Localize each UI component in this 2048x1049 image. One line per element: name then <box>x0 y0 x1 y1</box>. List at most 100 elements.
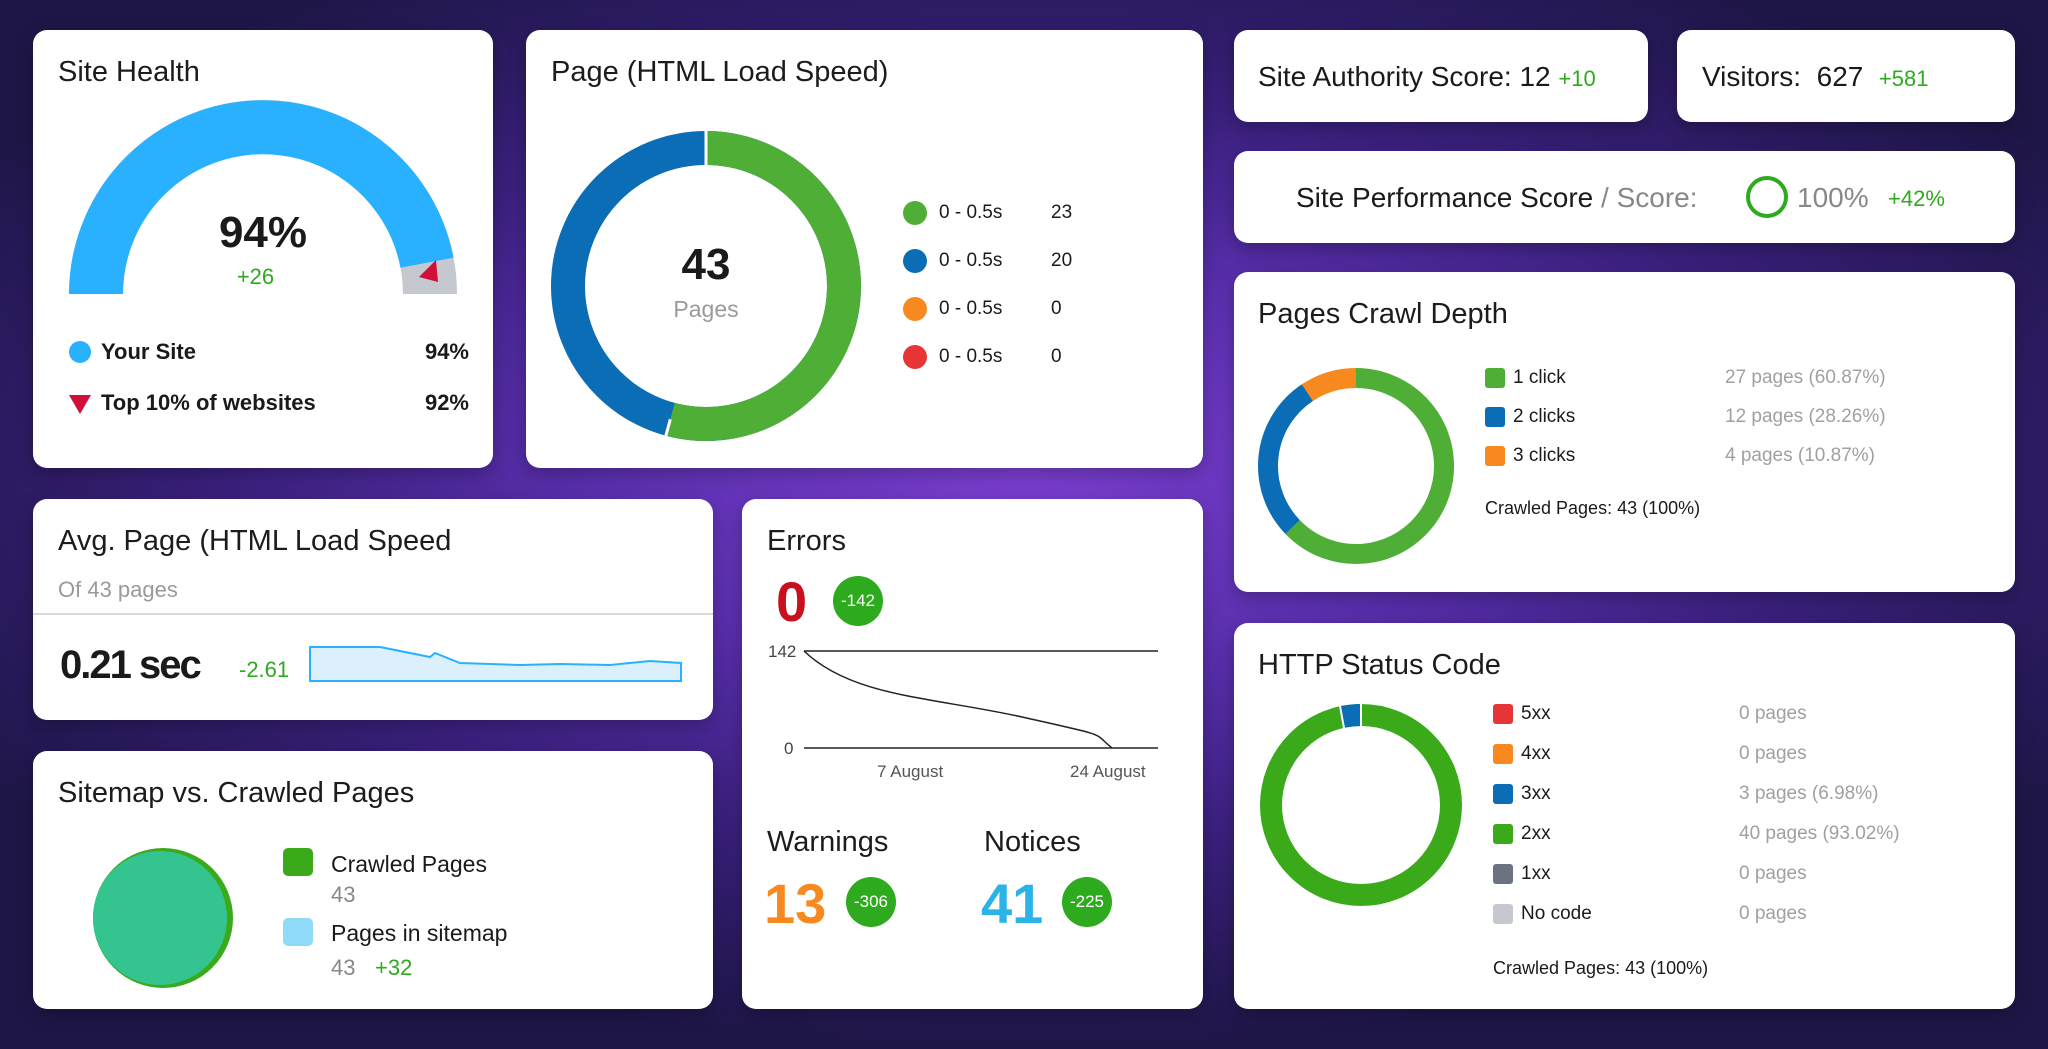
errors-y-top: 142 <box>768 642 797 661</box>
performance-change: +42% <box>1888 186 1945 211</box>
errors-x-2: 24 August <box>1070 762 1146 781</box>
performance-card: Site Performance Score / Score: 100% +42… <box>1234 151 2015 243</box>
performance-value: 100% <box>1797 182 1869 213</box>
legend-swatch <box>1493 904 1513 924</box>
performance-sep: / <box>1601 182 1609 213</box>
crawl-depth-donut <box>1258 368 1454 564</box>
visitors-change: +581 <box>1878 66 1929 91</box>
legend-value: 4 pages (10.87%) <box>1725 445 1875 466</box>
avg-load-card: Avg. Page (HTML Load Speed Of 43 pages 0… <box>33 499 713 720</box>
authority-label-text: Site Authority Score: <box>1258 61 1512 92</box>
gauge-fill <box>69 100 454 295</box>
warnings-value: 13 <box>764 872 827 935</box>
page-load-donut <box>551 131 861 453</box>
page-load-legend-item: 0 - 0.5s 23 <box>903 200 1103 226</box>
legend-label: 0 - 0.5s <box>939 202 1003 223</box>
legend-label: 4xx <box>1521 743 1551 764</box>
http-status-legend-item: 3xx 3 pages (6.98%) <box>1493 783 1953 807</box>
legend-value: 0 <box>1051 346 1062 367</box>
legend-swatch <box>1485 368 1505 388</box>
page-load-count-label: Pages <box>673 296 739 322</box>
donut-segment <box>1301 368 1357 402</box>
blue-dot-icon <box>69 341 91 363</box>
page-load-card: Page (HTML Load Speed) 43 Pages 0 - 0.5s… <box>526 30 1203 468</box>
legend-value: 0 pages <box>1739 863 1807 884</box>
page-load-title: Page (HTML Load Speed) <box>551 56 889 88</box>
sitemap-title: Sitemap vs. Crawled Pages <box>58 777 415 809</box>
crawl-depth-legend-item: 3 clicks 4 pages (10.87%) <box>1485 445 1945 469</box>
top-10-value: 92% <box>424 390 469 415</box>
legend-dot-icon <box>903 249 927 273</box>
crawl-depth-legend-item: 1 click 27 pages (60.87%) <box>1485 367 1945 391</box>
warnings-badge: -306 <box>846 877 896 927</box>
sitemap-extra: +32 <box>375 955 413 980</box>
legend-value: 20 <box>1051 250 1073 271</box>
notices-badge: -225 <box>1062 877 1112 927</box>
donut-segment <box>1285 368 1454 564</box>
errors-chart <box>803 650 1158 749</box>
gauge-marker-icon <box>419 260 438 282</box>
crawl-depth-title: Pages Crawl Depth <box>1258 298 1508 330</box>
crawled-label: Crawled Pages <box>331 851 487 877</box>
legend-dot-icon <box>903 297 927 321</box>
legend-swatch <box>1493 784 1513 804</box>
your-site-value: 94% <box>424 339 469 364</box>
site-health-title: Site Health <box>58 56 200 88</box>
site-health-card: Site Health 94% +26 Your Site 94% Top 10… <box>33 30 493 468</box>
visitors-value: 627 <box>1816 61 1864 92</box>
legend-swatch <box>1493 824 1513 844</box>
donut-segment <box>1258 384 1314 535</box>
performance-ring-icon <box>1746 176 1788 218</box>
page-load-count: 43 <box>681 240 731 289</box>
your-site-label: Your Site <box>101 339 196 364</box>
legend-your-site: Your Site 94% <box>69 339 469 369</box>
authority-change: +10 <box>1558 66 1596 91</box>
errors-card: Errors 0 -142 142 0 7 August 24 August W… <box>742 499 1203 1009</box>
legend-value: 0 <box>1051 298 1062 319</box>
site-health-gauge <box>69 100 457 295</box>
legend-dot-icon <box>903 201 927 225</box>
donut-green-segment <box>665 131 861 441</box>
legend-label: 3 clicks <box>1513 445 1576 466</box>
legend-swatch <box>1485 446 1505 466</box>
sitemap-label: Pages in sitemap <box>331 920 508 946</box>
http-status-card: HTTP Status Code 5xx 0 pages 4xx 0 pages… <box>1234 623 2015 1009</box>
avg-load-change: -2.61 <box>239 657 290 682</box>
errors-x-1: 7 August <box>877 762 944 781</box>
performance-label: Site Performance Score <box>1296 182 1594 213</box>
legend-swatch <box>1493 704 1513 724</box>
http-status-legend-item: 5xx 0 pages <box>1493 703 1953 727</box>
legend-label: 2 clicks <box>1513 406 1576 427</box>
visitors-label: Visitors: <box>1702 61 1802 92</box>
legend-label: 3xx <box>1521 783 1551 804</box>
legend-label: 2xx <box>1521 823 1551 844</box>
donut-3xx-segment <box>1339 704 1362 728</box>
legend-value: 40 pages (93.02%) <box>1739 823 1900 844</box>
legend-label: No code <box>1521 903 1592 924</box>
errors-value: 0 <box>776 570 808 633</box>
legend-swatch <box>1493 744 1513 764</box>
sitemap-pie <box>93 848 233 988</box>
legend-value: 0 pages <box>1739 703 1807 724</box>
legend-label: 1xx <box>1521 863 1551 884</box>
crawled-value: 43 <box>331 882 356 907</box>
legend-label: 0 - 0.5s <box>939 346 1003 367</box>
legend-value: 23 <box>1051 202 1073 223</box>
page-load-legend-item: 0 - 0.5s 20 <box>903 248 1103 274</box>
authority-label: Site Authority Score: 12 +10 <box>1258 61 1596 93</box>
http-status-legend-item: 2xx 40 pages (93.02%) <box>1493 823 1953 847</box>
legend-value: 0 pages <box>1739 903 1807 924</box>
legend-value: 3 pages (6.98%) <box>1739 783 1879 804</box>
legend-value: 27 pages (60.87%) <box>1725 367 1886 388</box>
http-status-title: HTTP Status Code <box>1258 649 1501 681</box>
errors-title: Errors <box>767 525 846 557</box>
authority-value: 12 <box>1519 61 1551 92</box>
http-status-legend-item: 1xx 0 pages <box>1493 863 1953 887</box>
crawl-depth-legend-item: 2 clicks 12 pages (28.26%) <box>1485 406 1945 430</box>
legend-top-10: Top 10% of websites 92% <box>69 390 469 420</box>
avg-load-value: 0.21 sec <box>60 643 202 687</box>
avg-load-sparkline <box>309 646 682 682</box>
warnings-title: Warnings <box>767 826 889 858</box>
http-status-legend-item: 4xx 0 pages <box>1493 743 1953 767</box>
performance-score-label: Score: <box>1616 182 1698 213</box>
